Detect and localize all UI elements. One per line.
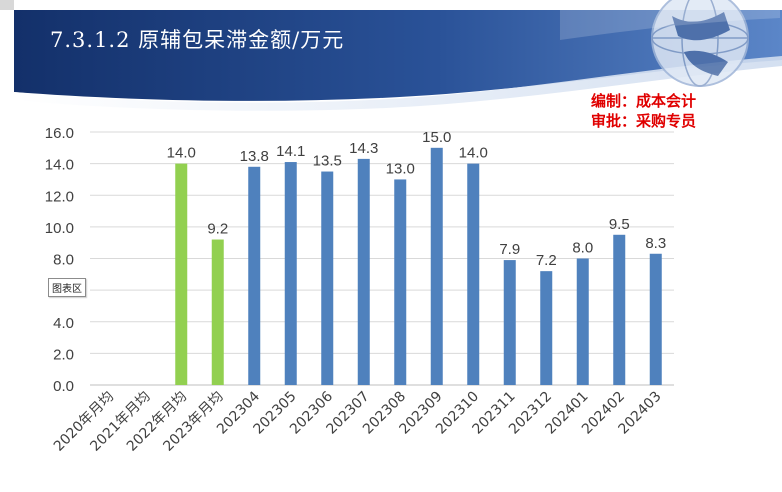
bar (394, 179, 407, 385)
bar (284, 162, 297, 385)
bar (175, 163, 188, 385)
data-label: 13.0 (386, 160, 415, 177)
bar (248, 166, 261, 385)
bar-chart: 0.02.04.06.08.010.012.014.016.02020年月均20… (45, 125, 674, 455)
page-title: 7.3.1.2 原辅包呆滞金额/万元 (50, 28, 345, 52)
y-tick-label: 8.0 (53, 252, 74, 269)
header-banner (14, 0, 782, 111)
y-tick-label: 16.0 (45, 125, 74, 142)
y-tick-label: 14.0 (45, 157, 74, 174)
y-tick-label: 10.0 (45, 220, 74, 237)
y-tick-label: 0.0 (53, 378, 74, 395)
prepared-by-label: 编制：成本会计 (590, 92, 696, 110)
corner-tab (0, 0, 14, 10)
bar (211, 239, 224, 385)
bar (467, 163, 480, 385)
data-label: 13.8 (240, 148, 269, 165)
bar (430, 147, 443, 385)
data-label: 14.0 (167, 145, 196, 162)
data-label: 9.5 (609, 216, 630, 233)
data-label: 9.2 (207, 221, 228, 238)
bar (649, 253, 662, 385)
bar (321, 171, 334, 385)
data-label: 7.2 (536, 252, 557, 269)
data-label: 14.1 (276, 143, 305, 160)
bar (576, 258, 589, 385)
y-tick-label: 2.0 (53, 346, 74, 363)
data-label: 13.5 (313, 153, 342, 170)
bar (613, 234, 626, 385)
data-label: 15.0 (422, 129, 451, 146)
data-label: 14.3 (349, 140, 378, 157)
y-tick-label: 4.0 (53, 315, 74, 332)
approved-by-label: 审批：采购专员 (590, 112, 696, 130)
data-label: 7.9 (499, 241, 520, 258)
y-tick-label: 12.0 (45, 188, 74, 205)
data-label: 14.0 (459, 145, 488, 162)
data-label: 8.3 (645, 235, 666, 252)
globe-graphic (651, 0, 749, 87)
bar (357, 158, 370, 385)
bar (540, 271, 553, 385)
chart-area-tooltip: 图表区 (48, 278, 86, 297)
bar (503, 260, 516, 385)
data-label: 8.0 (572, 240, 593, 257)
